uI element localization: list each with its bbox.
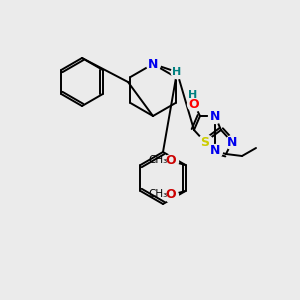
Text: N: N bbox=[210, 145, 220, 158]
Text: CH₃: CH₃ bbox=[148, 155, 167, 165]
Text: O: O bbox=[189, 98, 199, 110]
Text: O: O bbox=[165, 154, 176, 167]
Text: N: N bbox=[148, 58, 158, 70]
Text: CH₃: CH₃ bbox=[148, 189, 167, 199]
Text: H: H bbox=[172, 67, 182, 77]
Text: O: O bbox=[165, 188, 176, 202]
Text: N: N bbox=[210, 110, 220, 122]
Text: S: S bbox=[200, 136, 209, 148]
Text: H: H bbox=[188, 90, 198, 100]
Text: N: N bbox=[227, 136, 237, 148]
